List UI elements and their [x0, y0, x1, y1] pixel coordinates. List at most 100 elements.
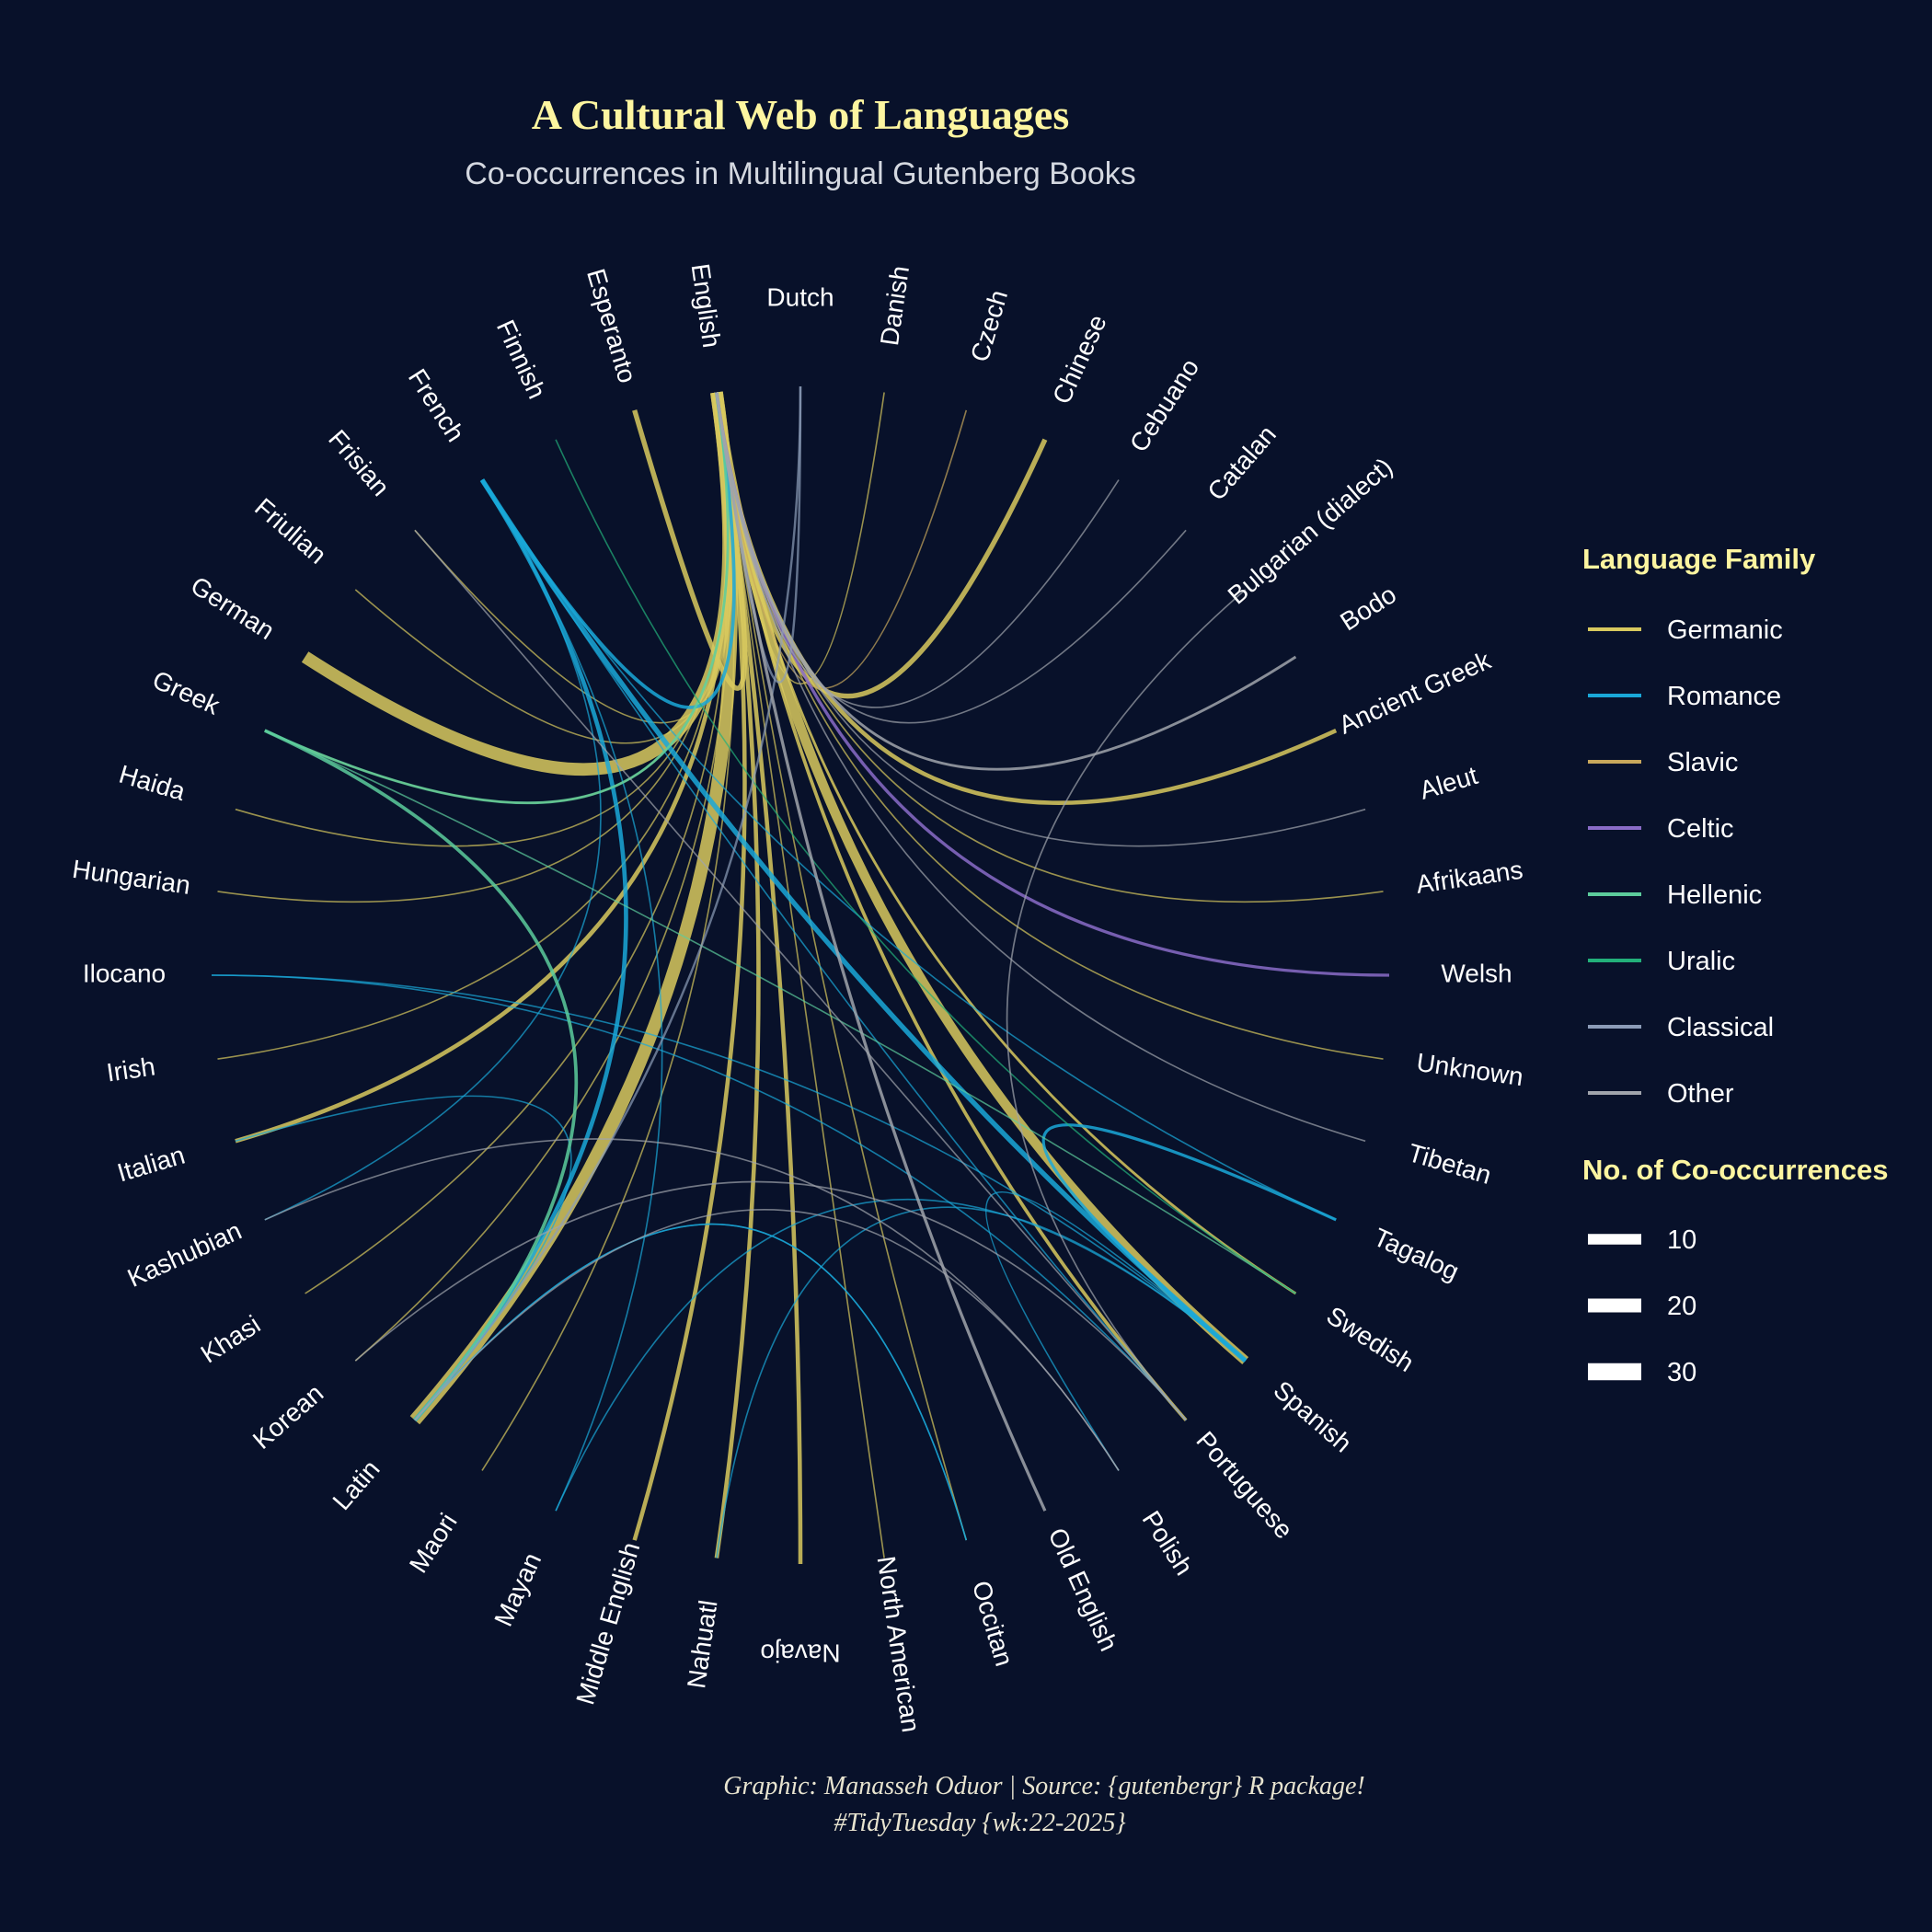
node-label-middle-english: Middle English [570, 1539, 645, 1708]
chord-link [481, 479, 1337, 1221]
node-label-bodo: Bodo [1335, 580, 1401, 636]
chord-link [1006, 589, 1247, 1421]
node-label-finnish: Finnish [491, 316, 552, 403]
chord-link [354, 1180, 1187, 1421]
node-label-cebuano: Cebuano [1124, 353, 1204, 456]
chord-link [715, 392, 1047, 1512]
node-label-friulian: Friulian [249, 492, 332, 569]
chord-link [414, 1223, 968, 1541]
node-label-french: French [403, 364, 470, 447]
legend-size-items: 10 20 30 [1588, 1225, 1696, 1387]
node-label-afrikaans: Afrikaans [1414, 856, 1524, 899]
chord-link [481, 479, 663, 1512]
chord-link [555, 1198, 1247, 1512]
node-label-latin: Latin [328, 1455, 385, 1515]
node-label-aleut: Aleut [1417, 761, 1481, 805]
node-label-mayan: Mayan [489, 1548, 546, 1630]
chord-link [716, 392, 1366, 847]
chord-link [632, 392, 747, 1541]
chord-link [716, 392, 968, 689]
chord-link [414, 1208, 1120, 1471]
legend-family-items: Germanic Romance Slavic Celtic Hellenic Urali… [1588, 615, 1783, 1109]
legend-label-celtic: Celtic [1667, 814, 1734, 844]
chord-link [211, 974, 1247, 1362]
chord-link [264, 730, 1296, 1294]
legend-label-other: Other [1667, 1079, 1734, 1109]
node-label-danish: Danish [875, 264, 914, 348]
chord-link [354, 392, 731, 744]
chord-link [305, 392, 730, 1294]
node-label-polish: Polish [1137, 1506, 1199, 1581]
node-label-swedish: Swedish [1322, 1301, 1420, 1377]
chord-link [716, 1206, 1247, 1558]
node-label-unknown: Unknown [1415, 1048, 1525, 1091]
node-label-tagalog: Tagalog [1369, 1223, 1463, 1286]
chord-link [714, 392, 1048, 699]
node-label-spanish: Spanish [1268, 1375, 1357, 1458]
node-label-khasi: Khasi [196, 1310, 266, 1369]
chord-link [409, 391, 738, 1425]
node-label-old-english: Old English [1042, 1524, 1123, 1655]
node-label-chinese: Chinese [1047, 310, 1112, 408]
legend-label-uralic: Uralic [1667, 947, 1735, 976]
node-label-navajo: Navajo [760, 1639, 840, 1668]
legend-label-germanic: Germanic [1667, 615, 1783, 645]
node-label-ancient-greek: Ancient Greek [1335, 645, 1496, 739]
chord-link [479, 478, 1248, 1363]
chord-link [413, 385, 802, 1421]
chord-link [264, 729, 579, 1421]
node-label-dutch: Dutch [766, 282, 834, 311]
chord-link [715, 392, 1297, 1295]
legend-label-classical: Classical [1667, 1013, 1774, 1042]
node-label-nahuatl: Nahuatl [682, 1598, 722, 1690]
chord-link [235, 392, 729, 847]
chord-link [211, 974, 1187, 1421]
caption-line-2: #TidyTuesday {wk:22-2025} [834, 1809, 1125, 1837]
chord-link [264, 392, 730, 805]
node-label-czech: Czech [965, 287, 1013, 365]
chord-link [1041, 1123, 1337, 1363]
chord-link [711, 391, 1249, 1365]
chord-link [414, 1223, 968, 1541]
chord-link [715, 392, 1297, 771]
legend: Language Family Germanic Romance Slavic Cel… [1582, 543, 1888, 1387]
chord-link [716, 392, 1120, 708]
node-label-ilocano: Ilocano [83, 959, 166, 987]
node-label-kashubian: Kashubian [123, 1216, 246, 1293]
legend-label-slavic: Slavic [1667, 748, 1738, 777]
chord-link [264, 479, 602, 1221]
legend-label-hellenic: Hellenic [1667, 880, 1762, 910]
chord-link [480, 392, 736, 709]
node-label-welsh: Welsh [1441, 959, 1512, 987]
legend-size-label-10: 10 [1667, 1225, 1696, 1255]
chord-link [413, 478, 628, 1422]
node-label-greek: Greek [148, 665, 224, 720]
legend-size-label-30: 30 [1667, 1358, 1696, 1387]
chord-links [211, 385, 1390, 1565]
node-label-catalan: Catalan [1202, 420, 1282, 505]
chord-link [716, 392, 1366, 1143]
chord-link [414, 529, 1187, 1421]
node-label-korean: Korean [247, 1378, 329, 1455]
node-label-german: German [186, 570, 280, 645]
chord-link [716, 392, 1384, 1060]
caption-line-1: Graphic: Manasseh Oduor | Source: {guten… [723, 1772, 1365, 1800]
legend-size-label-20: 20 [1667, 1292, 1696, 1321]
node-label-hungarian: Hungarian [71, 855, 192, 900]
node-label-italian: Italian [114, 1141, 188, 1188]
chart-subtitle: Co-occurrences in Multilingual Gutenberg… [465, 156, 1135, 191]
legend-family-title: Language Family [1582, 543, 1816, 575]
chord-link [481, 392, 735, 1471]
node-label-maori: Maori [404, 1508, 463, 1578]
chord-link [716, 392, 1384, 903]
chord-link [301, 391, 735, 776]
chord-link [555, 439, 1296, 1294]
node-label-english: English [686, 262, 727, 350]
node-label-esperanto: Esperanto [581, 266, 642, 386]
chord-link [632, 392, 748, 691]
node-label-haida: Haida [116, 760, 189, 807]
node-label-north-american: North American [872, 1554, 926, 1733]
chart-title: A Cultural Web of Languages [532, 91, 1069, 138]
node-label-irish: Irish [105, 1052, 157, 1087]
